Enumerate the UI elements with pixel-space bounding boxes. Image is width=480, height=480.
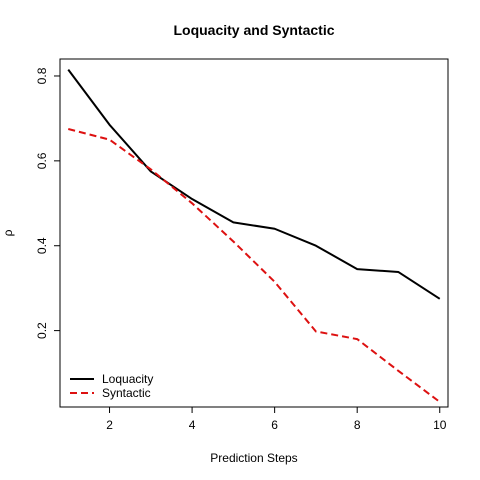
- y-tick-label: 0.6: [35, 152, 49, 169]
- y-axis: 0.2 0.4 0.6 0.8: [35, 67, 60, 339]
- y-tick-label: 0.2: [35, 322, 49, 339]
- plot-frame: [59, 58, 449, 408]
- x-tick-label: 8: [354, 418, 361, 432]
- legend-label-syntactic: Syntactic: [102, 386, 151, 400]
- series-line-syntactic: [68, 128, 441, 403]
- x-tick-label: 2: [106, 418, 113, 432]
- y-axis-label: ρ: [1, 229, 15, 236]
- chart-title: Loquacity and Syntactic: [173, 22, 334, 38]
- x-tick-label: 6: [271, 418, 278, 432]
- legend-label-loquacity: Loquacity: [102, 372, 153, 386]
- x-tick-label: 4: [189, 418, 196, 432]
- y-tick-label: 0.8: [35, 67, 49, 84]
- y-tick-label: 0.4: [35, 237, 49, 254]
- x-axis-label: Prediction Steps: [210, 451, 297, 465]
- series-line-loquacity: [67, 69, 441, 300]
- x-tick-label: 10: [433, 418, 447, 432]
- x-axis: 2 4 6 8 10: [106, 407, 447, 432]
- series-layer: [67, 69, 441, 403]
